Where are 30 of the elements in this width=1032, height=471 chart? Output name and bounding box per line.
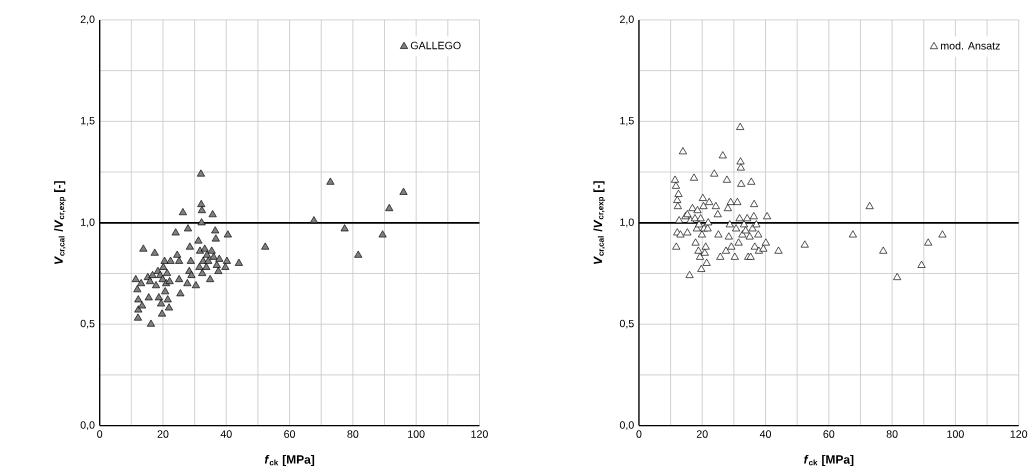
x-tick-label: 80 xyxy=(347,430,359,439)
x-tick-label: 120 xyxy=(1010,430,1028,439)
x-tick-label: 100 xyxy=(408,430,425,439)
x-tick-label: 20 xyxy=(696,430,708,439)
x-axis-title: f$_{ck}$ [MPa] xyxy=(804,455,854,467)
y-axis-title: V$_{cr,cal}$ /V$_{cr,exp}$ [-] xyxy=(593,181,606,265)
x-tick-label: 0 xyxy=(97,430,103,439)
y-tick-label: 0,5 xyxy=(619,320,634,329)
x-tick-label: 40 xyxy=(759,430,772,439)
legend-label: GALLEGO xyxy=(410,41,461,50)
x-tick-label: 120 xyxy=(471,430,488,439)
x-tick-label: 60 xyxy=(284,430,296,439)
x-tick-label: 100 xyxy=(947,430,964,439)
x-tick-label: 40 xyxy=(220,430,232,439)
y-tick-label: 1,5 xyxy=(81,117,95,126)
y-tick-label: 1,0 xyxy=(620,218,634,228)
y-tick-label: 0,0 xyxy=(619,421,634,431)
y-tick-label: 0,5 xyxy=(80,320,95,329)
y-tick-label: 1,0 xyxy=(81,218,95,228)
y-tick-label: 2,0 xyxy=(620,15,634,25)
x-axis-title: f$_{ck}$ [MPa] xyxy=(264,455,315,467)
y-tick-label: 2,0 xyxy=(80,15,95,25)
y-tick-label: 1,5 xyxy=(620,117,634,126)
y-tick-label: 0,0 xyxy=(80,421,95,431)
x-tick-label: 0 xyxy=(636,430,642,439)
x-tick-label: 60 xyxy=(823,430,835,439)
y-axis-title: V$_{cr,cal}$ /V$_{cr,exp}$ [-] xyxy=(54,181,66,265)
x-tick-label: 20 xyxy=(157,430,169,439)
x-tick-label: 80 xyxy=(886,430,898,439)
legend-label: mod. Ansatz xyxy=(941,41,1000,50)
